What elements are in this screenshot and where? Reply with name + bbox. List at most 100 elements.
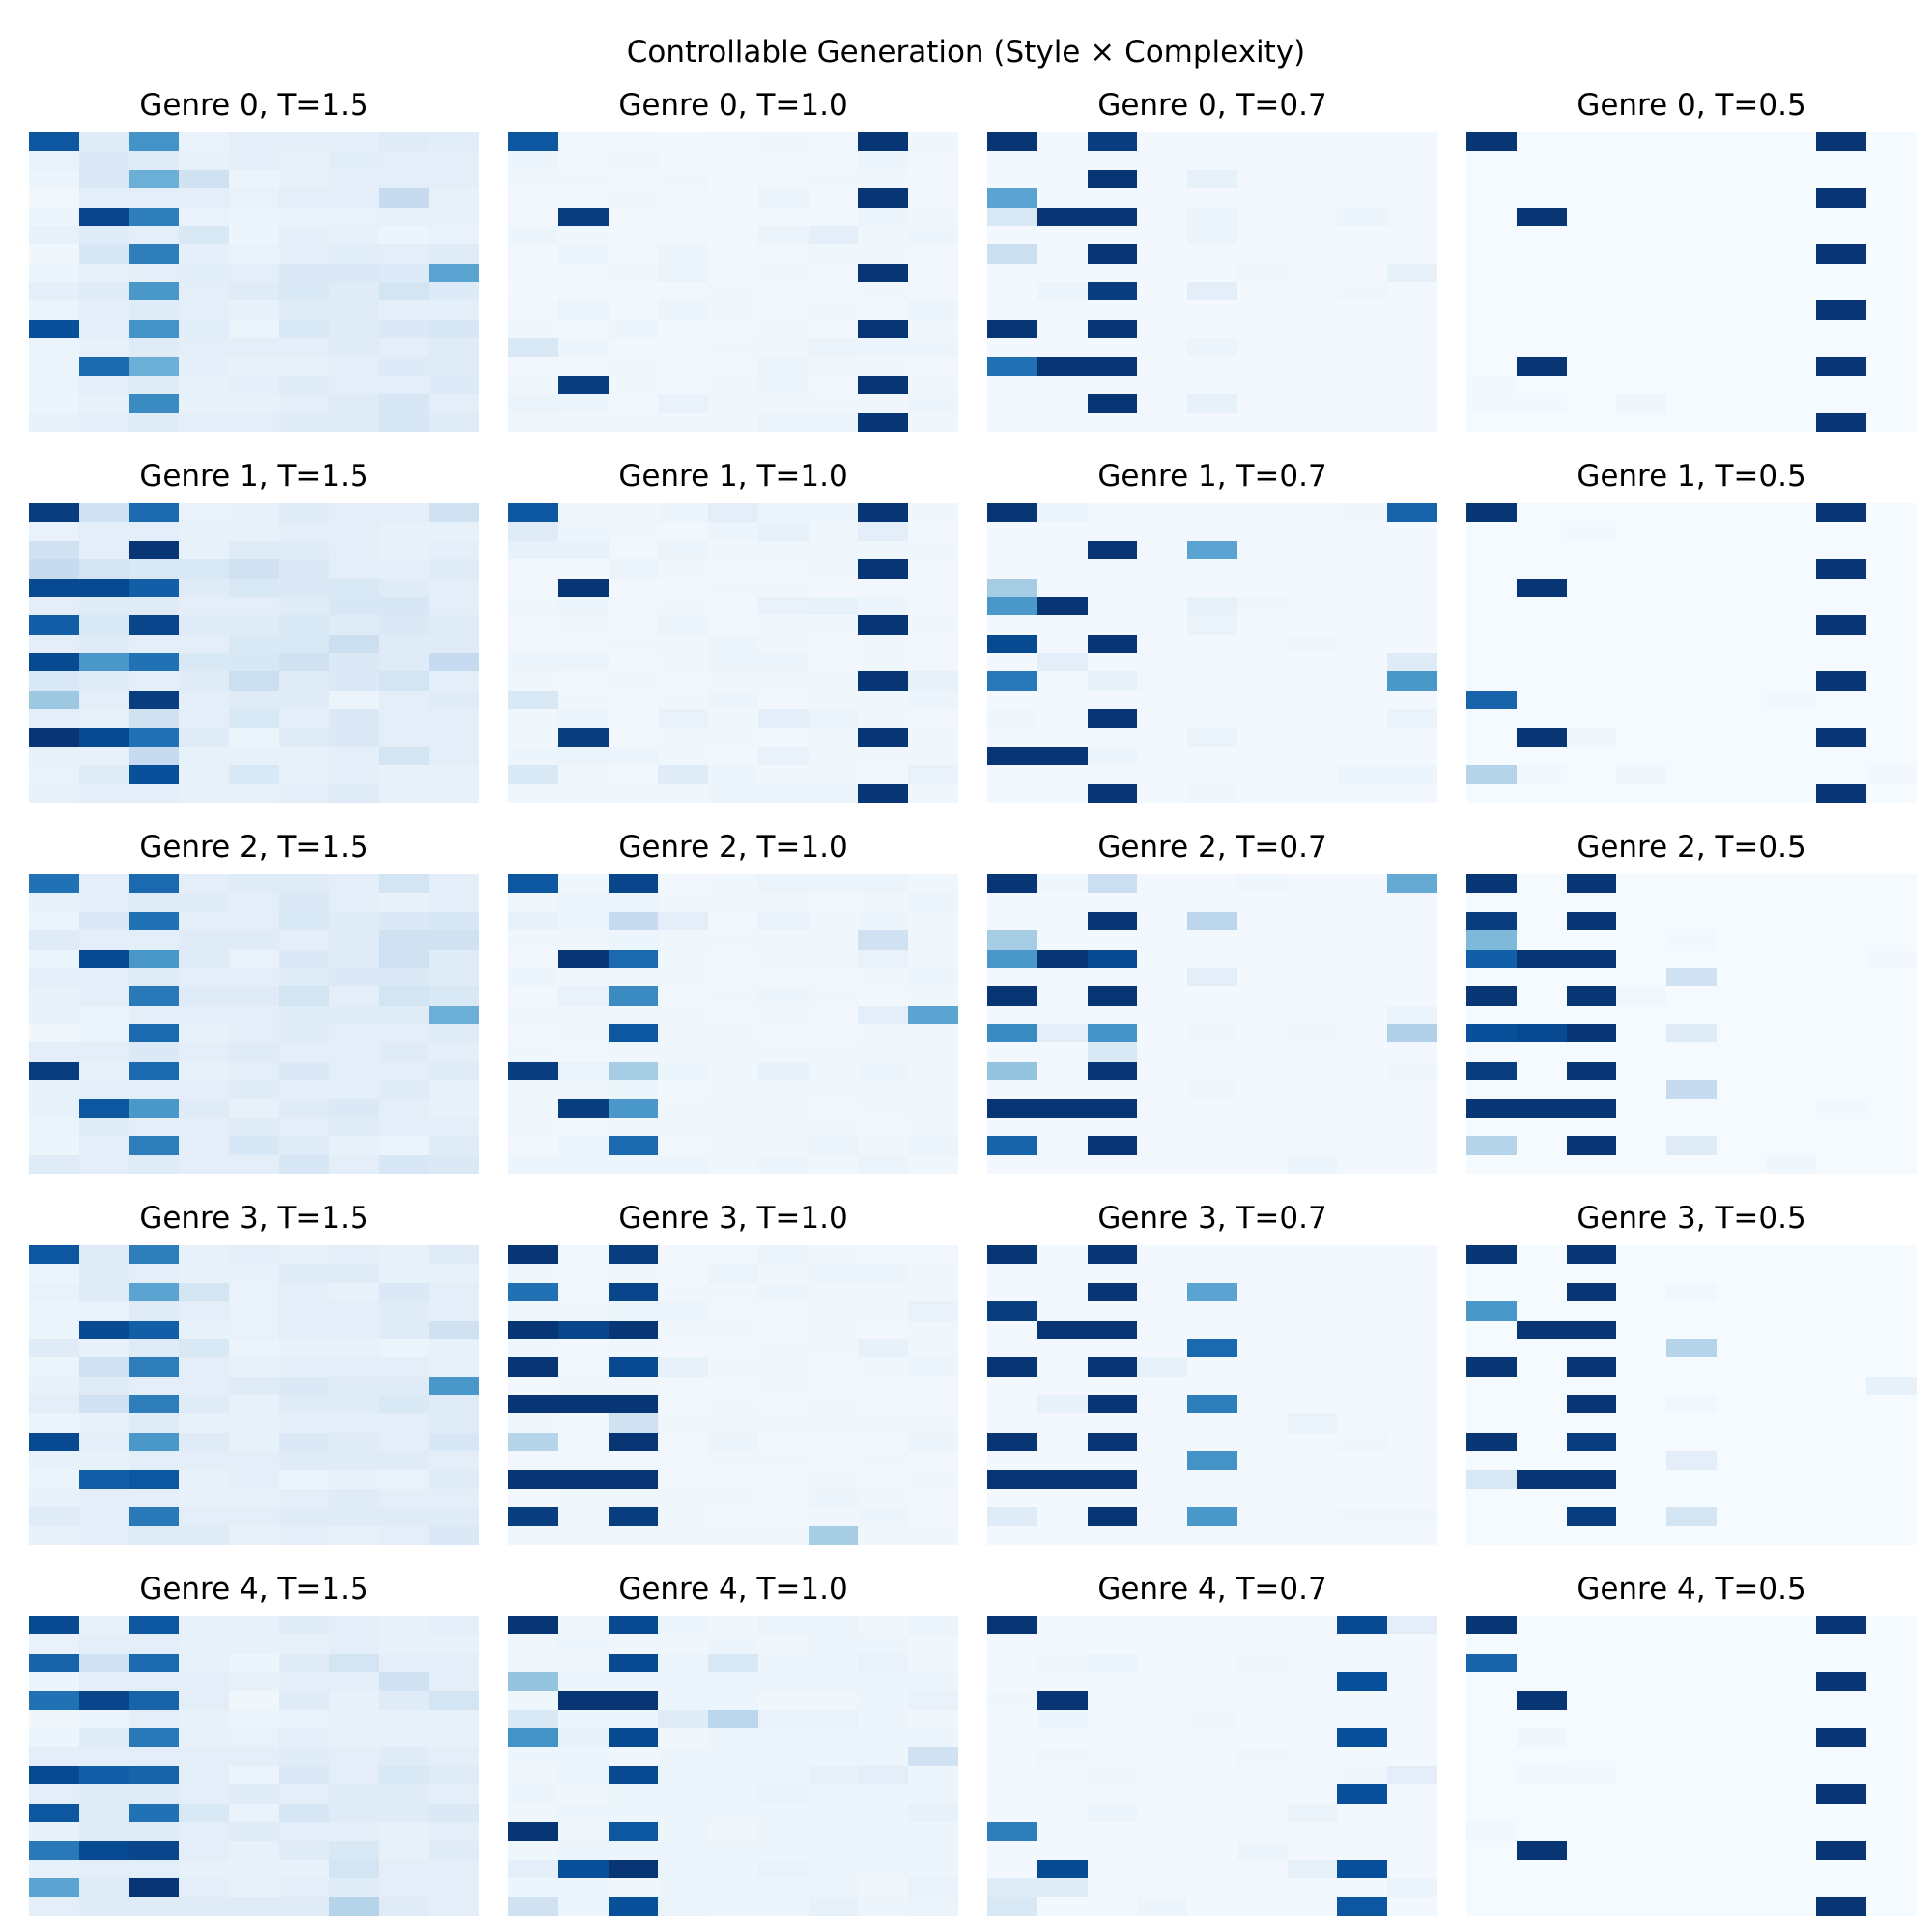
heatmap-cell	[1137, 1080, 1187, 1099]
heatmap-cell	[1567, 691, 1616, 709]
heatmap-cell	[1387, 671, 1437, 691]
heatmap-cell	[858, 170, 908, 188]
heatmap-cell	[1616, 1118, 1666, 1136]
heatmap-cell	[79, 376, 129, 394]
heatmap-cell	[1466, 338, 1517, 357]
heatmap-cell	[1387, 1357, 1437, 1377]
heatmap-cell	[858, 950, 908, 968]
heatmap-cell	[1616, 357, 1666, 376]
heatmap-cell	[809, 1155, 858, 1174]
heatmap-cell	[758, 1470, 809, 1489]
heatmap-cell	[29, 208, 79, 226]
heatmap-cell	[1466, 1616, 1517, 1634]
heatmap-cell	[1466, 1710, 1517, 1728]
heatmap-cell	[29, 1245, 79, 1264]
heatmap-cell	[1237, 244, 1288, 264]
heatmap-cell	[1567, 1616, 1616, 1634]
heatmap-cell	[908, 559, 958, 579]
heatmap-cell	[329, 912, 379, 930]
heatmap-cell	[1237, 1099, 1288, 1118]
heatmap-cell	[379, 653, 429, 671]
heatmap-cell	[1337, 1264, 1387, 1283]
heatmap-cell	[1088, 968, 1137, 986]
heatmap-cell	[1237, 282, 1288, 300]
heatmap-cell	[1717, 728, 1767, 747]
panel-title: Genre 2, T=0.5	[1577, 830, 1806, 865]
heatmap-cell	[987, 1006, 1037, 1024]
heatmap-cell	[1717, 503, 1767, 522]
heatmap-cell	[1616, 1080, 1666, 1099]
heatmap-cell	[1337, 1099, 1387, 1118]
heatmap-cell	[1387, 541, 1437, 559]
heatmap-cell	[279, 950, 329, 968]
heatmap-cell	[708, 1413, 758, 1433]
heatmap-cell	[758, 1377, 809, 1395]
heatmap-cell	[1816, 1878, 1866, 1897]
heatmap-cell	[1187, 1747, 1237, 1766]
heatmap-cell	[1666, 522, 1717, 541]
heatmap-cell	[1187, 1526, 1237, 1545]
heatmap-cell	[508, 635, 558, 653]
heatmap-cell	[987, 132, 1037, 151]
heatmap-cell	[1088, 1860, 1137, 1878]
heatmap-cell	[758, 747, 809, 765]
heatmap-cell	[1237, 357, 1288, 376]
heatmap-cell	[1616, 912, 1666, 930]
heatmap-cell	[1767, 226, 1816, 244]
heatmap-cell	[658, 1155, 708, 1174]
heatmap-cell	[658, 188, 708, 208]
heatmap-cell	[1237, 1691, 1288, 1710]
heatmap-cell	[1466, 1451, 1517, 1470]
heatmap-cell	[1717, 579, 1767, 597]
heatmap-cell	[1816, 1433, 1866, 1451]
heatmap-cell	[79, 170, 129, 188]
heatmap-cell	[1767, 1507, 1816, 1526]
heatmap-cell	[329, 1357, 379, 1377]
heatmap-cell	[1137, 503, 1187, 522]
heatmap-cell	[1037, 1822, 1088, 1841]
heatmap-cell	[708, 950, 758, 968]
heatmap-cell	[29, 765, 79, 784]
heatmap-cell	[1237, 1264, 1288, 1283]
heatmap-cell	[809, 559, 858, 579]
heatmap-cell	[29, 1451, 79, 1470]
heatmap-cell	[1717, 170, 1767, 188]
heatmap-cell	[708, 1710, 758, 1728]
heatmap-cell	[329, 413, 379, 432]
heatmap-cell	[279, 1654, 329, 1672]
heatmap-cell	[179, 912, 229, 930]
heatmap-cell	[1816, 653, 1866, 671]
heatmap-cell	[658, 226, 708, 244]
heatmap-cell	[1337, 874, 1387, 893]
heatmap-cell	[708, 1024, 758, 1042]
heatmap-cell	[658, 1728, 708, 1747]
heatmap-cell	[809, 1264, 858, 1283]
heatmap-cell	[1816, 986, 1866, 1006]
heatmap-cell	[1567, 1024, 1616, 1042]
heatmap-cell	[179, 541, 229, 559]
heatmap-cell	[1037, 1080, 1088, 1099]
heatmap-cell	[1037, 1860, 1088, 1878]
heatmap-cell	[129, 522, 179, 541]
heatmap-cell	[1088, 765, 1137, 784]
heatmap-cell	[379, 784, 429, 803]
heatmap-cell	[179, 1357, 229, 1377]
heatmap-cell	[858, 874, 908, 893]
heatmap-cell	[609, 1654, 658, 1672]
heatmap-cell	[1387, 338, 1437, 357]
heatmap-cell	[129, 1634, 179, 1654]
heatmap-cell	[429, 1897, 479, 1916]
heatmap-cell	[1088, 541, 1137, 559]
heatmap-cell	[1387, 1616, 1437, 1634]
heatmap-cell	[708, 1672, 758, 1691]
heatmap-cell	[1767, 413, 1816, 432]
heatmap-cell	[1567, 747, 1616, 765]
heatmap-cell	[908, 671, 958, 691]
heatmap-cell	[279, 1283, 329, 1301]
heatmap-cell	[1816, 1728, 1866, 1747]
heatmap-cell	[558, 1804, 609, 1822]
heatmap-cell	[708, 986, 758, 1006]
heatmap-cell	[1037, 188, 1088, 208]
heatmap-cell	[558, 1264, 609, 1283]
heatmap-cell	[858, 1860, 908, 1878]
